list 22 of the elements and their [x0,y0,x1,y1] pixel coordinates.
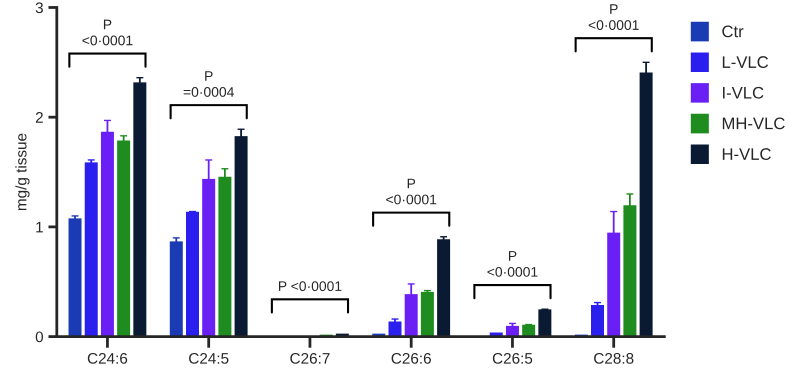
y-tick-label: 2 [36,112,43,123]
legend-label: Ctr [722,26,744,38]
x-tick-label: C26:5 [492,352,532,364]
annotation: P <0·0001 [82,20,132,46]
legend-label: L-VLC [722,56,768,68]
legend-label: H-VLC [722,148,771,160]
x-tick-label: C26:7 [290,352,330,364]
annotation: P <0·0001 [588,4,639,30]
y-axis-title: mg/g tissue [15,134,30,210]
x-tick-label: C24:5 [189,352,228,364]
annotation: P <0·0001 [386,178,436,204]
y-tick-label: 3 [36,2,43,14]
x-tick-label: C28:8 [594,352,634,364]
x-tick-label: C24:6 [88,352,128,364]
x-tick-label: C26:6 [392,352,431,364]
y-tick-label: 0 [36,331,44,342]
annotation: P =0·0004 [184,71,234,97]
y-tick-label: 1 [36,222,43,232]
legend-label: MH-VLC [722,118,785,130]
legend-label: I-VLC [723,86,764,99]
annotation: P <0·0001 [278,281,342,292]
annotation: P <0·0001 [487,251,538,277]
